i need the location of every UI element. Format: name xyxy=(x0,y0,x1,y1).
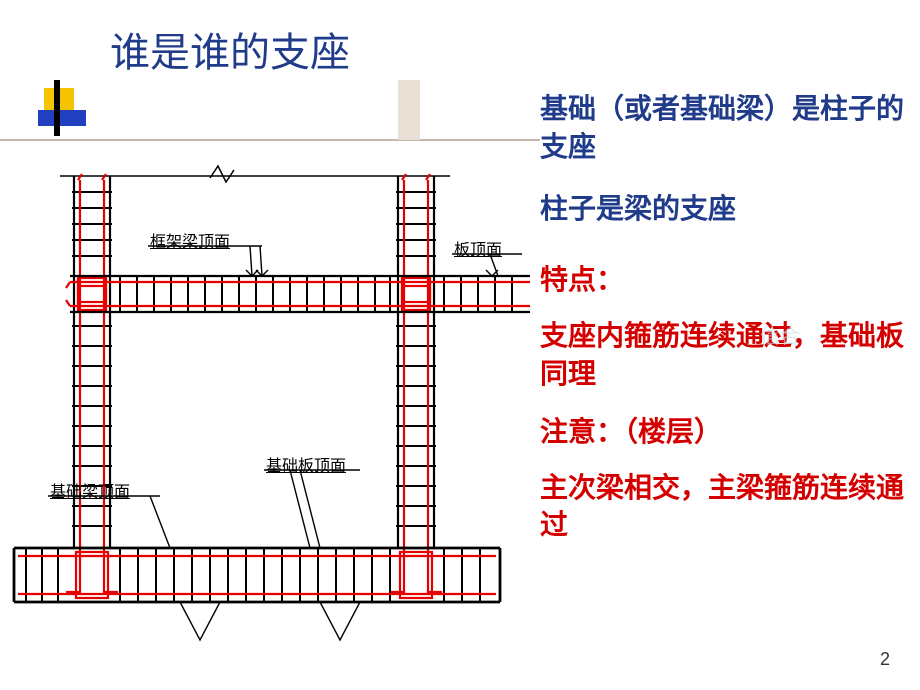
page-title: 谁是谁的支座 xyxy=(110,20,350,78)
explanation-text: 基础（或者基础梁）是柱子的支座 柱子是梁的支座 特点： 支座内箍筋连续通过，基础… xyxy=(540,90,920,562)
line-1: 基础（或者基础梁）是柱子的支座 xyxy=(540,90,920,166)
label-foundation-beam-top: 基础梁顶面 xyxy=(50,478,130,502)
line-3: 特点： xyxy=(540,261,920,299)
line-2: 柱子是梁的支座 xyxy=(540,190,920,228)
label-slab-top: 板顶面 xyxy=(454,236,502,260)
page-number: 2 xyxy=(880,649,890,670)
line-4: 支座内箍筋连续通过，基础板同理 xyxy=(540,317,920,393)
label-foundation-slab-top: 基础板顶面 xyxy=(266,452,346,476)
line-6: 主次梁相交，主梁箍筋连续通过 xyxy=(540,469,920,545)
line-5: 注意：（楼层） xyxy=(540,413,920,451)
label-frame-beam-top: 框架梁顶面 xyxy=(150,228,230,252)
watermark: 信合 xyxy=(760,320,800,349)
structural-diagram: 框架梁顶面 板顶面 基础板顶面 基础梁顶面 xyxy=(0,80,540,650)
logo-icon xyxy=(38,80,86,136)
